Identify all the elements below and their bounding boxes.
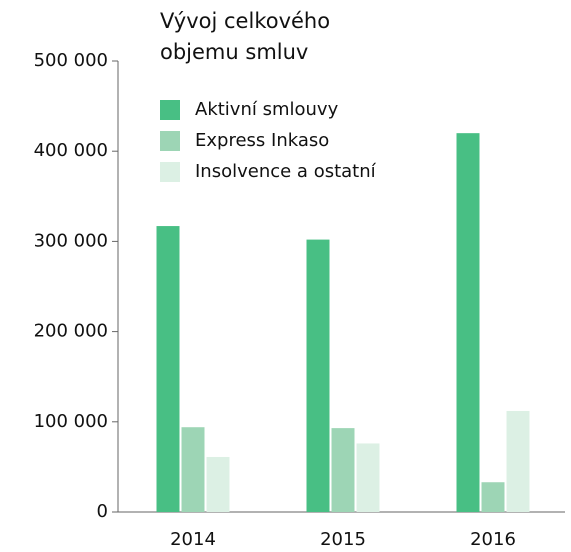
y-tick-label: 500 000 bbox=[34, 50, 108, 71]
y-tick-label: 300 000 bbox=[34, 230, 108, 251]
bar bbox=[181, 427, 205, 512]
y-tick-label: 0 bbox=[97, 501, 108, 522]
bar bbox=[356, 443, 380, 512]
bar bbox=[481, 482, 505, 512]
x-tick-label: 2014 bbox=[170, 529, 216, 550]
legend-swatch bbox=[160, 131, 180, 151]
bar bbox=[206, 456, 230, 512]
legend-swatch bbox=[160, 100, 180, 120]
bar bbox=[306, 239, 330, 512]
bar bbox=[506, 410, 530, 512]
legend-label: Aktivní smlouvy bbox=[195, 99, 339, 120]
legend-label: Express Inkaso bbox=[195, 130, 329, 151]
chart-title: Vývoj celkového objemu smluv bbox=[160, 9, 331, 64]
y-tick-label: 400 000 bbox=[34, 140, 108, 161]
bar bbox=[156, 226, 180, 513]
y-tick-label: 200 000 bbox=[34, 321, 108, 342]
bar bbox=[456, 133, 480, 512]
legend-label: Insolvence a ostatní bbox=[195, 161, 377, 182]
y-tick-label: 100 000 bbox=[34, 411, 108, 432]
legend-swatch bbox=[160, 162, 180, 182]
x-tick-label: 2015 bbox=[320, 529, 366, 550]
x-tick-label: 2016 bbox=[470, 529, 516, 550]
bar bbox=[331, 428, 355, 512]
